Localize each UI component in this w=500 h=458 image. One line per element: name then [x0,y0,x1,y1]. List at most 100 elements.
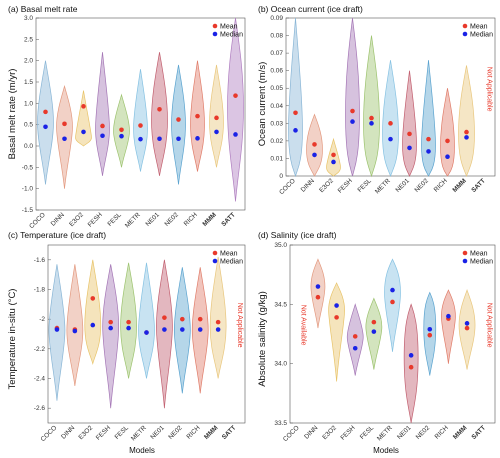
median-marker-fesl [369,121,374,126]
violin-satt [227,17,244,202]
y-tick-label: -2 [39,316,45,323]
legend-mean-marker [212,250,218,256]
violin-e3o2 [84,259,102,366]
violin-ne01 [402,70,417,177]
x-tick-label-rich: RICH [434,424,450,440]
median-marker-mmm [464,321,470,326]
x-tick-label-dinn: DINN [303,424,319,440]
y-tick-label: -2.2 [34,346,46,353]
violin-coco [48,264,66,401]
y-tick-label: 0.07 [270,50,283,57]
panel-b-title: (b) Ocean current (ice draft) [258,4,363,14]
violin-e3o2 [75,90,92,147]
x-tick-label-ne01: NE01 [149,424,166,441]
x-tick-label-mmm: MMM [451,177,467,193]
mean-marker-fesh [352,334,358,339]
legend-median-label: Median [220,259,243,266]
mean-marker-dinn [62,121,67,127]
annotation-satt: Not Applicable [486,67,493,112]
mean-marker-metr [390,299,395,305]
legend-mean-label: Mean [220,251,238,258]
mean-marker-metr [138,123,143,128]
y-tick-label: -1.0 [22,186,34,193]
median-marker-dinn [312,152,317,158]
violin-fesh [95,52,110,176]
mean-marker-fesl [119,127,124,133]
y-tick-label: -1.5 [22,207,34,214]
median-marker-fesl [126,325,131,331]
median-marker-ne01 [157,136,162,142]
x-tick-label-fesl: FESL [356,177,373,194]
legend-mean-label: Mean [470,24,488,31]
median-marker-ne01 [408,353,414,358]
legend-mean-label: Mean [470,251,488,258]
median-marker-fesh [350,119,355,124]
median-marker-fesh [352,345,358,351]
mean-marker-mmm [464,325,470,331]
violin-metr [133,69,148,172]
y-tick-label: 34.5 [274,301,287,308]
violin-mmm [209,256,227,379]
x-tick-label-ne02: NE02 [167,424,184,441]
violin-e3o2 [328,282,345,382]
violin-dinn [66,264,84,386]
median-marker-coco [293,128,298,133]
panel-a-title: (a) Basal melt rate [8,4,78,14]
violin-fesh [102,264,120,409]
x-tick-label-fesl: FESL [359,424,376,441]
violin-ne01 [403,303,419,424]
x-tick-label-mmm: MMM [201,211,217,227]
x-tick-label-dinn: DINN [50,211,66,227]
x-tick-label-e3o2: E3O2 [318,177,335,194]
mean-marker-ne01 [157,107,162,112]
mean-marker-coco [43,109,48,115]
x-tick-label-e3o2: E3O2 [77,424,94,441]
panel-d-title: (d) Salinity (ice draft) [258,230,337,240]
annotation-satt: Not Applicable [486,303,493,348]
x-tick-label-satt: SATT [220,211,237,228]
violin-ne02 [421,60,436,177]
median-marker-fesl [371,329,377,334]
mean-marker-mmm [214,115,219,121]
violin-mmm [458,65,475,178]
legend-median-marker [462,31,468,37]
violin-ne01 [156,259,173,409]
panel-a-ylabel: Basal melt rate (m/yr) [7,69,18,160]
axes-frame [47,244,246,424]
mean-marker-ne01 [407,131,412,137]
median-marker-ne01 [162,327,167,332]
legend-median-marker [212,258,218,264]
mean-marker-ne02 [180,316,185,322]
panel-d-xlabel: Models [373,446,399,455]
x-tick-label-rich: RICH [433,177,449,193]
x-tick-label-e3o2: E3O2 [321,424,338,441]
median-marker-fesh [108,325,113,331]
median-marker-e3o2 [331,159,336,165]
x-tick-label-fesh: FESH [337,177,354,194]
y-tick-label: 34.0 [274,361,287,368]
x-tick-label-fesl: FESL [114,424,131,441]
median-marker-e3o2 [90,322,96,328]
median-marker-rich [195,136,200,141]
legend-mean-marker [212,23,218,29]
legend-median-label: Median [220,32,243,39]
median-marker-dinn [315,284,321,289]
mean-marker-mmm [215,319,221,325]
mean-marker-rich [195,113,200,119]
panel-c-title: (c) Temperature (ice draft) [8,230,106,240]
y-tick-label: 0.09 [270,15,283,22]
median-marker-e3o2 [334,303,339,308]
panel-c: -2.6 -2.4 -2.2 -2 -1.8 -1.6 COCO DINN E3O2 FESH FE… [34,244,246,443]
x-tick-label-mmm: MMM [452,424,468,440]
violin-fesl [363,35,380,178]
legend-median-label: Median [470,259,493,266]
x-tick-label-rich: RICH [185,424,201,440]
legend-median-label: Median [470,32,493,39]
annotation-satt: Not Applicable [236,303,243,348]
y-tick-label: 0.5 [24,122,33,129]
y-tick-label: 0 [279,173,283,180]
y-tick-label: 0.0 [24,143,33,150]
x-tick-label-coco: COCO [40,424,59,443]
x-tick-label-dinn: DINN [300,177,316,193]
mean-marker-rich [445,138,450,144]
